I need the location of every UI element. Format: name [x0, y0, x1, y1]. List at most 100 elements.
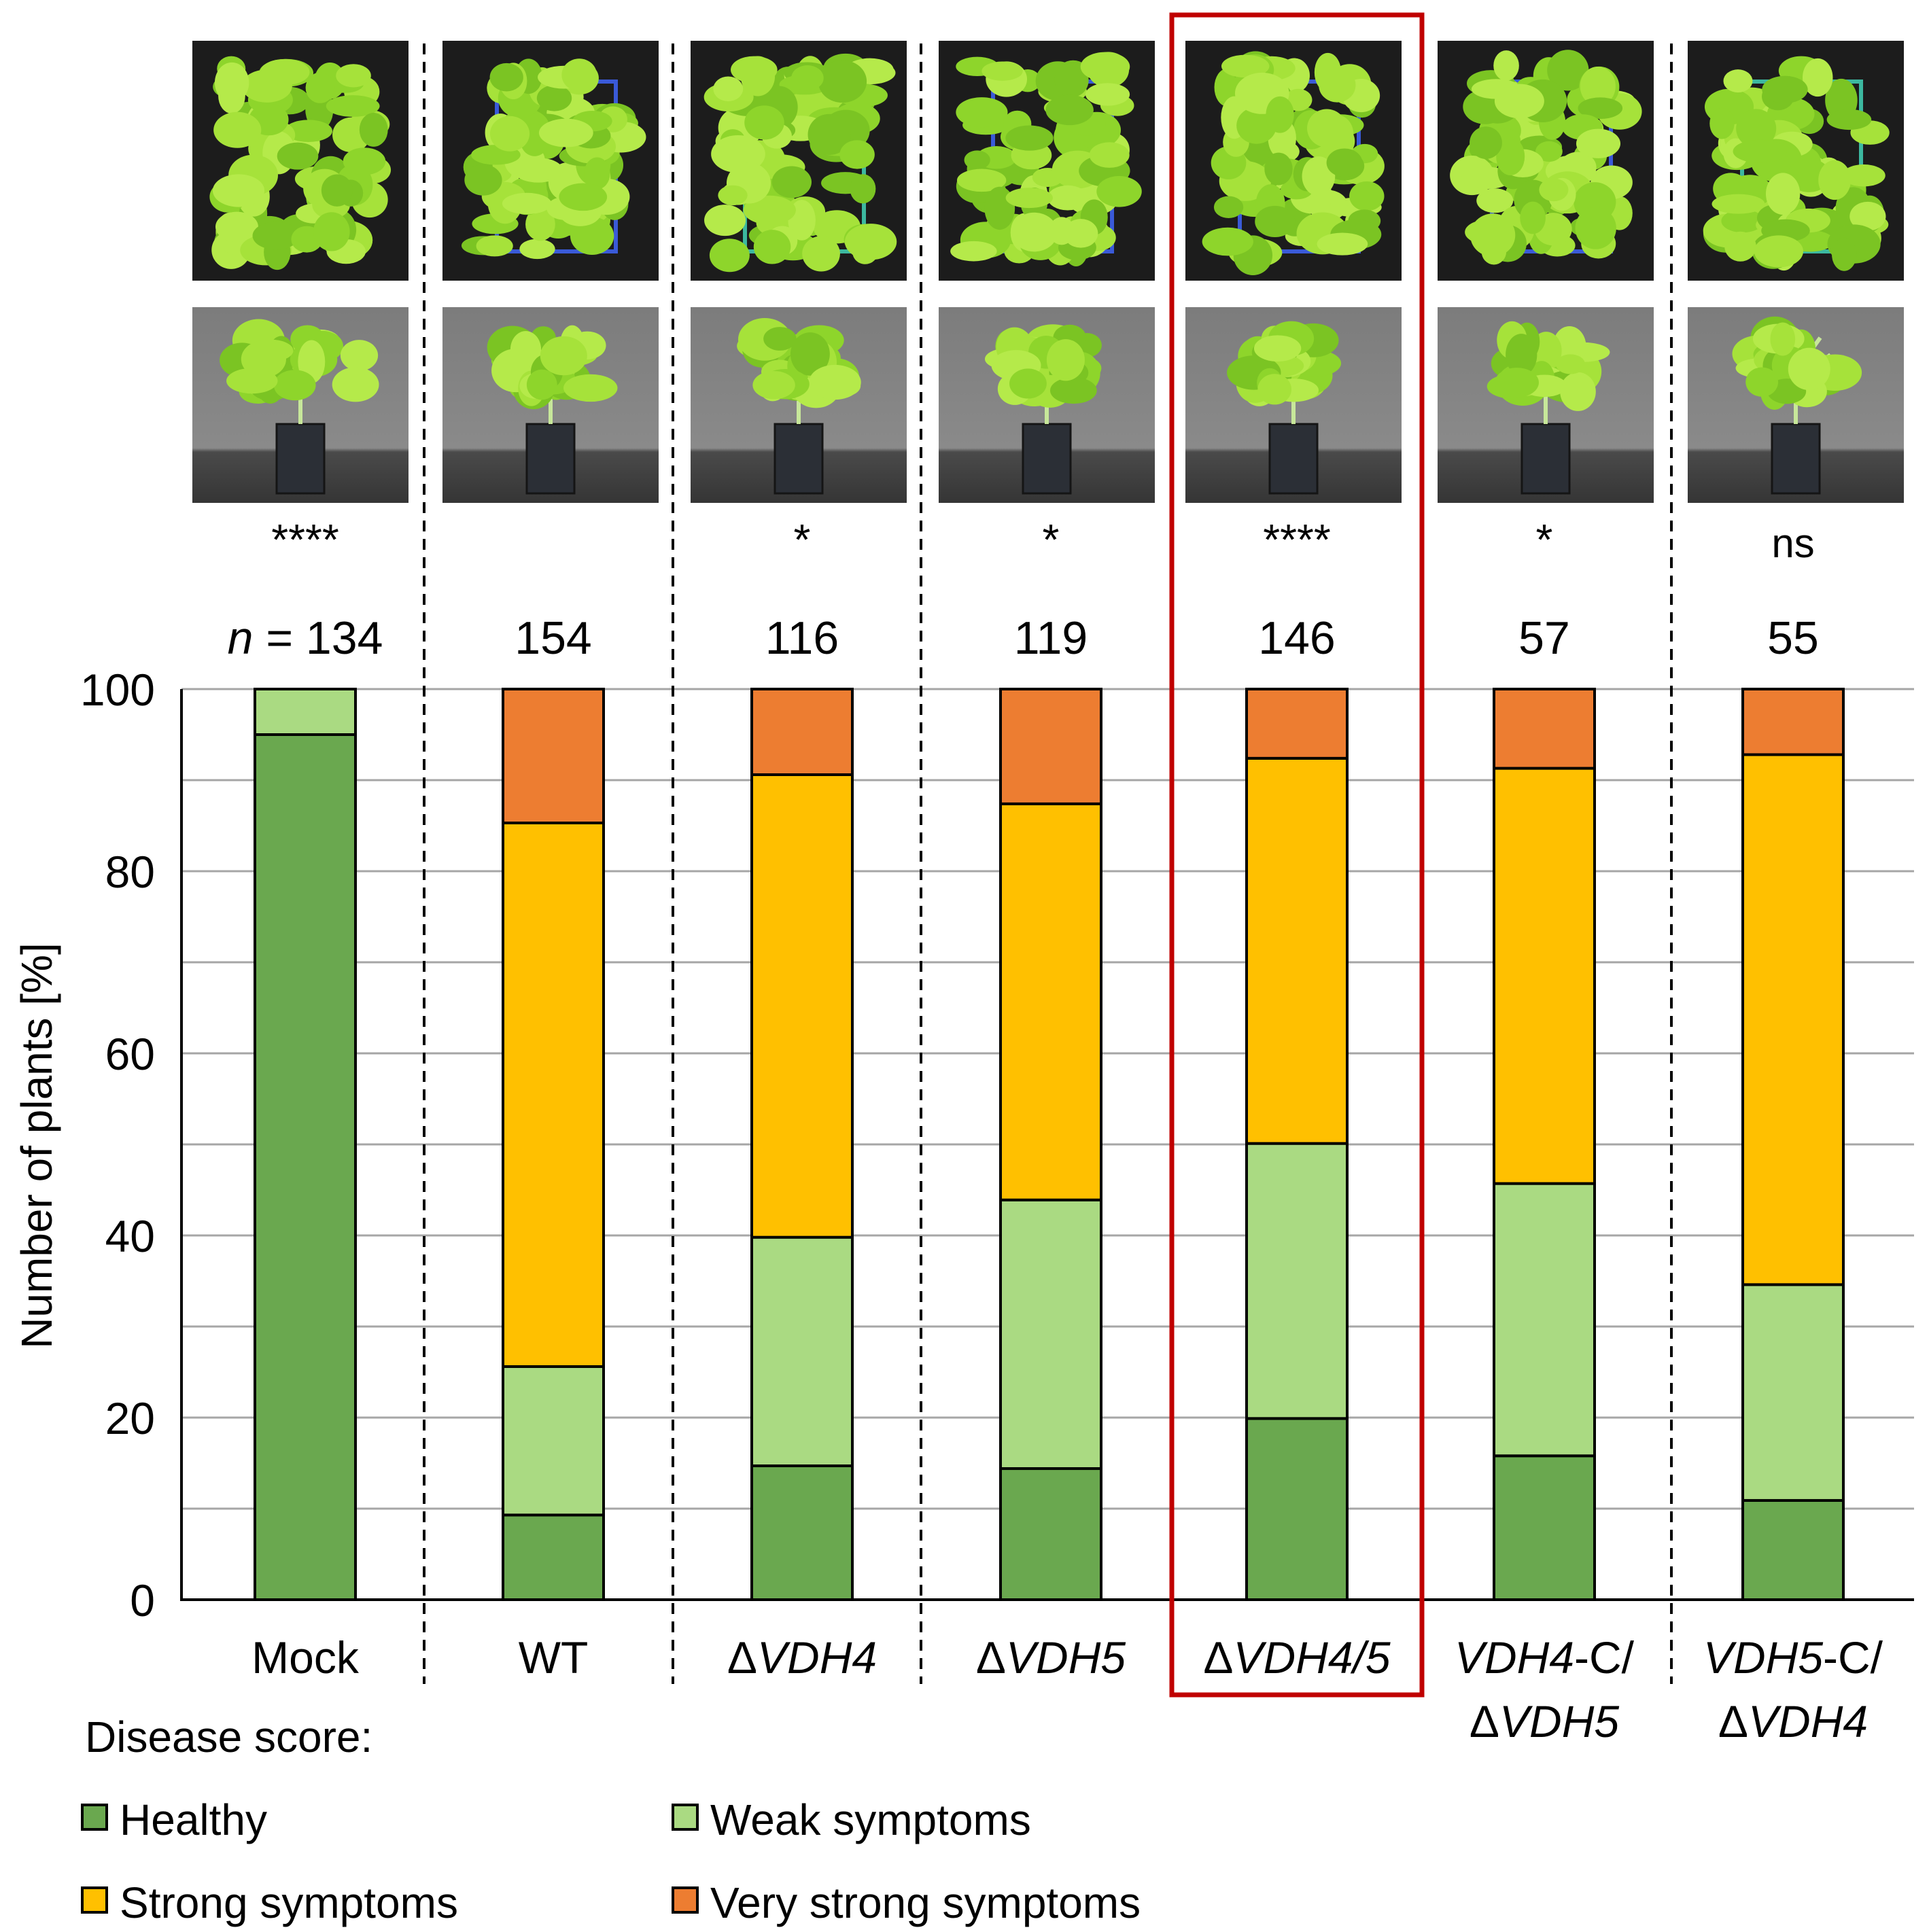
leaf-shape — [844, 224, 897, 260]
plant-top-photo — [691, 41, 907, 281]
legend-label: Weak symptoms — [710, 1795, 1031, 1844]
leaf-shape — [1266, 96, 1294, 133]
bar-segment — [750, 773, 854, 1239]
significance-label: ns — [1771, 521, 1814, 566]
bar-segment — [750, 1464, 854, 1602]
leaf-shape — [1009, 368, 1047, 399]
leaf-shape — [584, 157, 610, 190]
leaf-shape — [1317, 232, 1368, 256]
leaf-shape — [213, 111, 262, 148]
leaf-shape — [802, 236, 840, 272]
leaf-shape — [1253, 335, 1302, 362]
category-label: ΔVDH4 — [1718, 1696, 1868, 1746]
legend-swatch — [81, 1886, 108, 1914]
leaf-shape — [850, 174, 876, 204]
leaf-shape — [1576, 128, 1621, 158]
leaf-shape — [519, 239, 555, 260]
leaf-shape — [1802, 58, 1833, 97]
leaf-shape — [1575, 207, 1616, 249]
leaf-shape — [704, 205, 746, 236]
leaf-shape — [1307, 109, 1346, 147]
leaf-shape — [744, 105, 784, 140]
legend-swatch — [672, 1804, 699, 1831]
leaf-shape — [1046, 339, 1085, 381]
y-axis-label: Number of plants [%] — [12, 943, 61, 1349]
leaf-shape — [526, 369, 557, 400]
leaf-shape — [284, 120, 332, 143]
leaf-shape — [343, 147, 386, 175]
leaf-shape — [1054, 63, 1089, 98]
leaf-shape — [956, 169, 1007, 192]
bar-segment — [1245, 756, 1349, 1145]
bar-segment — [999, 688, 1102, 805]
bar-segment — [1493, 767, 1596, 1185]
leaf-shape — [1535, 141, 1563, 162]
plant-side-photo — [442, 307, 659, 503]
leaf-shape — [273, 370, 316, 401]
leaf-shape — [1476, 188, 1514, 213]
plant-top-photo — [1185, 41, 1402, 281]
significance-label: **** — [1263, 515, 1331, 564]
bar-segment — [999, 1198, 1102, 1471]
category-label: ΔVDH4/5 — [1203, 1632, 1390, 1683]
leaf-shape — [1045, 94, 1094, 126]
bar-segment — [1741, 688, 1845, 756]
leaf-shape — [336, 64, 371, 88]
leaf-shape — [1711, 194, 1765, 214]
bars — [254, 688, 1845, 1602]
plant-top-photo-drawing — [1703, 56, 1890, 271]
plant-side-photo-drawing — [1732, 316, 1862, 495]
leaf-shape — [1754, 235, 1804, 268]
leaf-shape — [956, 97, 1008, 128]
leaf-shape — [1831, 237, 1857, 271]
plant-top-photo — [192, 41, 409, 281]
leaf-shape — [753, 230, 791, 264]
bar-segment — [750, 688, 854, 776]
leaf-shape — [1818, 160, 1852, 200]
bar-segment — [1493, 688, 1596, 770]
leaf-shape — [1539, 178, 1569, 202]
leaf-shape — [1578, 97, 1623, 120]
y-tick-label: 40 — [105, 1211, 155, 1261]
plant-side-photo — [691, 307, 907, 503]
leaf-shape — [1496, 137, 1525, 175]
leaf-shape — [1005, 125, 1054, 151]
highlight-box — [1169, 12, 1425, 1698]
leaf-shape — [1302, 156, 1336, 196]
leaf-shape — [313, 212, 350, 251]
leaf-shape — [464, 164, 502, 196]
pot-shape — [275, 423, 326, 495]
leaf-shape — [212, 174, 265, 207]
leaf-shape — [321, 174, 353, 207]
category-label: VDH5-C/ — [1703, 1632, 1883, 1683]
leaf-shape — [260, 58, 310, 86]
leaf-shape — [1547, 50, 1589, 91]
bar-segment — [502, 1513, 605, 1601]
leaf-shape — [790, 332, 830, 376]
leaf-shape — [1319, 67, 1356, 103]
plant-side-photo-drawing — [487, 325, 618, 495]
significance-label: * — [1043, 515, 1060, 564]
legend-label: Very strong symptoms — [710, 1878, 1141, 1927]
leaf-shape — [1470, 126, 1502, 159]
category-label: Mock — [251, 1632, 360, 1683]
plant-top-photo-drawing — [1450, 50, 1642, 265]
leaf-shape — [791, 65, 824, 91]
leaf-shape — [709, 239, 750, 273]
significance-label: * — [794, 515, 811, 564]
leaf-shape — [326, 95, 380, 117]
category-label: ΔVDH4 — [727, 1632, 877, 1683]
leaf-shape — [718, 185, 748, 206]
leaf-shape — [763, 327, 797, 351]
leaf-shape — [513, 158, 563, 183]
leaf-shape — [1733, 139, 1787, 163]
leaf-shape — [950, 241, 997, 262]
leaf-shape — [214, 62, 249, 103]
leaf-shape — [489, 116, 530, 152]
plant-side-photo-drawing — [1487, 321, 1610, 495]
leaf-shape — [818, 60, 867, 103]
plant-top-photo-drawing — [1202, 51, 1385, 275]
category-label: VDH4-C/ — [1455, 1632, 1635, 1683]
leaf-shape — [536, 85, 572, 111]
leaf-shape — [1826, 109, 1872, 130]
